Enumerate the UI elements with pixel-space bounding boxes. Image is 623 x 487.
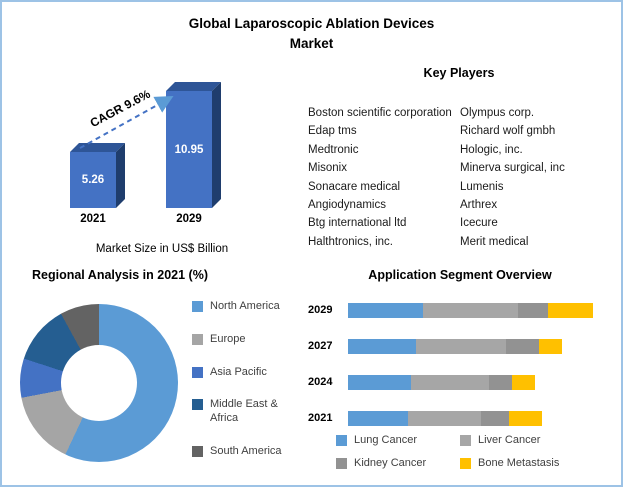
bar-segment-lung-cancer	[348, 410, 408, 426]
bar-segment-bone-metastasis	[548, 302, 593, 318]
key-player-item: Merit medical	[460, 235, 529, 248]
bar-category-label: 2029	[308, 304, 333, 316]
legend-item: Europe	[192, 333, 296, 347]
legend-item: Bone Metastasis	[460, 457, 620, 471]
bar-track	[348, 302, 593, 318]
app-bar-row-2027: 2027	[308, 338, 593, 354]
legend-label: North America	[210, 300, 280, 312]
bar-segment-liver-cancer	[423, 302, 518, 318]
legend-label: Middle East & Africa	[210, 398, 278, 424]
key-player-item: Sonacare medical	[308, 180, 401, 193]
app-bar-row-2021: 2021	[308, 410, 593, 426]
bar-track	[348, 410, 542, 426]
legend-item: Kidney Cancer	[336, 457, 460, 471]
key-player-item: Richard wolf gmbh	[460, 125, 556, 138]
bar-segment-kidney-cancer	[506, 338, 539, 354]
key-players-section: Key Players Boston scientific corporatio…	[300, 62, 618, 257]
legend-label: Europe	[210, 332, 246, 345]
legend-swatch	[192, 399, 203, 411]
key-player-item: Btg international ltd	[308, 217, 407, 230]
app-legend: Lung Cancer Liver Cancer Kidney Cancer Bone…	[336, 434, 620, 471]
bar-segment-bone-metastasis	[509, 410, 542, 426]
legend-label: Kidney Cancer	[354, 456, 427, 469]
bar-value-label: 10.95	[174, 143, 204, 156]
key-players-columns: Boston scientific corporation Edap tms Med…	[300, 104, 618, 251]
app-bar-row-2024: 2024	[308, 374, 593, 390]
key-player-item: Lumenis	[460, 180, 504, 193]
key-player-item: Minerva surgical, inc	[460, 162, 565, 175]
legend-swatch	[336, 435, 347, 447]
legend-item: Liver Cancer	[460, 434, 620, 448]
page-title-line1: Global Laparoscopic Ablation Devices	[188, 16, 435, 31]
legend-item: Asia Pacific	[192, 366, 296, 380]
key-player-item: Angiodynamics	[308, 198, 386, 211]
app-bar-row-2029: 2029	[308, 302, 593, 318]
key-player-item: Medtronic	[308, 143, 359, 156]
key-player-item: Boston scientific corporation	[308, 107, 452, 119]
page-title: Global Laparoscopic Ablation Devices Mar…	[2, 14, 621, 55]
legend-item: North America	[192, 300, 296, 314]
legend-swatch	[336, 458, 347, 470]
bar-segment-liver-cancer	[411, 374, 489, 390]
legend-swatch	[192, 366, 203, 378]
bar-track	[348, 374, 535, 390]
key-player-item: Hologic, inc.	[460, 143, 523, 156]
key-player-item: Edap tms	[308, 125, 357, 138]
key-players-column-2: Olympus corp. Richard wolf gmbh Hologic, i…	[460, 104, 610, 251]
market-bars: 5.26 2021 10.95 2029	[70, 91, 212, 225]
bar-segment-kidney-cancer	[518, 302, 548, 318]
market-bar: 5.26	[70, 152, 116, 208]
bar-category-label: 2021	[308, 412, 333, 424]
legend-label: Liver Cancer	[478, 434, 541, 446]
bar-category-label: 2029	[176, 213, 202, 225]
legend-label: Bone Metastasis	[478, 456, 560, 469]
legend-swatch	[192, 445, 203, 457]
key-player-item: Icecure	[460, 217, 498, 230]
application-heading: Application Segment Overview	[368, 268, 552, 282]
bar-segment-kidney-cancer	[481, 410, 509, 426]
legend-swatch	[192, 333, 203, 345]
key-player-item: Misonix	[308, 162, 347, 175]
legend-label: South America	[210, 444, 282, 457]
key-players-column-1: Boston scientific corporation Edap tms Med…	[300, 104, 460, 251]
legend-item: Middle East & Africa	[192, 398, 296, 426]
regional-legend: North America Europe Asia Pacific Middle Ea…	[192, 300, 296, 478]
legend-label: Asia Pacific	[210, 365, 267, 378]
bar-category-label: 2021	[80, 213, 106, 225]
regional-donut	[20, 304, 178, 462]
bar-category-label: 2024	[308, 376, 333, 388]
application-segment-section: Application Segment Overview 2029 2027 202…	[302, 260, 618, 484]
bar-segment-lung-cancer	[348, 374, 411, 390]
bar-track	[348, 338, 562, 354]
key-players-heading: Key Players	[423, 66, 495, 80]
page-title-line2: Market	[289, 36, 334, 52]
market-size-chart: 5.26 2021 10.95 2029 CAGR 9.6% Market Size …	[22, 60, 302, 255]
legend-swatch	[460, 458, 471, 470]
legend-swatch	[192, 301, 203, 312]
app-rows: 2029 2027 2024 2021	[308, 302, 593, 446]
legend-swatch	[460, 435, 471, 447]
bar-segment-liver-cancer	[408, 410, 481, 426]
key-player-item: Halthtronics, inc.	[308, 235, 394, 248]
bar-segment-kidney-cancer	[489, 374, 512, 390]
regional-heading: Regional Analysis in 2021 (%)	[32, 268, 208, 282]
market-chart-caption: Market Size in US$ Billion	[95, 243, 229, 255]
bar-segment-lung-cancer	[348, 302, 423, 318]
bar-column-2021: 5.26 2021	[70, 152, 116, 225]
regional-analysis-section: Regional Analysis in 2021 (%) North Amer…	[10, 260, 298, 484]
legend-item: South America	[192, 445, 296, 459]
key-player-item: Olympus corp.	[460, 107, 535, 119]
bar-segment-bone-metastasis	[512, 374, 535, 390]
bar-segment-lung-cancer	[348, 338, 416, 354]
legend-label: Lung Cancer	[354, 434, 417, 446]
key-player-item: Arthrex	[460, 198, 498, 211]
bar-segment-bone-metastasis	[539, 338, 562, 354]
bar-value-label: 5.26	[81, 174, 105, 186]
bar-category-label: 2027	[308, 340, 333, 352]
bar-segment-liver-cancer	[416, 338, 506, 354]
legend-item: Lung Cancer	[336, 434, 460, 448]
bar-column-2029: 10.95 2029	[166, 91, 212, 225]
market-bar: 10.95	[166, 91, 212, 208]
